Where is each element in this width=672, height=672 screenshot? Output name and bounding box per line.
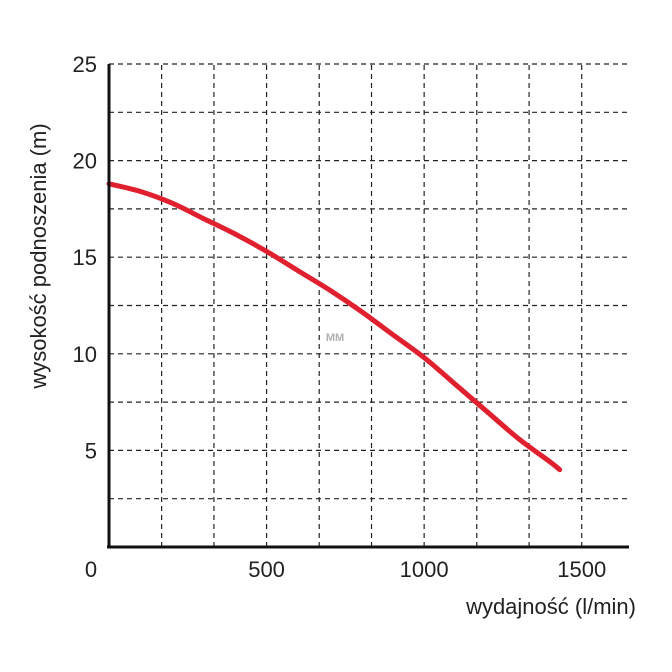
watermark: MM: [326, 332, 344, 344]
y-axis-title: wysokość podnoszenia (m): [26, 123, 51, 389]
x-tick-labels: 0 500 1000 1500: [85, 557, 606, 582]
x-axis-title: wydajność (l/min): [465, 594, 636, 619]
y-tick-label: 20: [73, 149, 97, 174]
x-tick-label: 0: [85, 557, 97, 582]
axes: [107, 64, 629, 549]
x-tick-label: 500: [248, 557, 285, 582]
y-tick-label: 10: [73, 342, 97, 367]
x-tick-label: 1500: [557, 557, 606, 582]
y-tick-labels: 5 10 15 20 25: [73, 52, 97, 463]
y-tick-label: 5: [85, 438, 97, 463]
grid-lines: [109, 63, 629, 547]
series-line-0: [106, 181, 563, 473]
y-tick-label: 25: [73, 52, 97, 77]
x-tick-label: 1000: [400, 557, 449, 582]
series-lines: [106, 181, 563, 473]
y-tick-label: 15: [73, 245, 97, 270]
